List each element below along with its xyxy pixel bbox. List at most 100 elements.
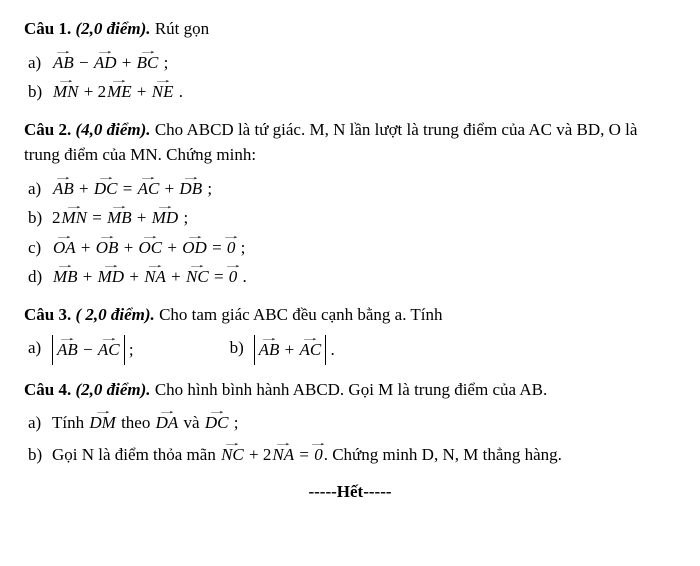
punct: ; xyxy=(159,53,168,72)
question-3-head: Câu 3. ( 2,0 điểm). Cho tam giác ABC đều… xyxy=(24,302,676,328)
text: Gọi N là điểm thỏa mãn xyxy=(52,445,220,464)
question-1-head: Câu 1. (2,0 điểm). Rút gọn xyxy=(24,16,676,42)
q4-items: a) Tính DM theo DA và DC ; b) Gọi N là đ… xyxy=(24,410,676,467)
item-letter: c) xyxy=(28,235,41,261)
vector: AD xyxy=(93,50,118,76)
q3-item-b: b) AB + AC . xyxy=(254,335,335,365)
q3-label: Câu 3. xyxy=(24,305,71,324)
item-letter: b) xyxy=(28,79,42,105)
vector: AC xyxy=(298,337,322,363)
q2-item-b: b) 2MN = MB + MD ; xyxy=(52,205,676,231)
vector: OD xyxy=(181,235,208,261)
q1-items: a) AB − AD + BC ; b) MN + 2ME + NE . xyxy=(24,50,676,105)
item-letter: a) xyxy=(28,410,41,436)
vector: OB xyxy=(95,235,120,261)
q2-item-a: a) AB + DC = AC + DB ; xyxy=(52,176,676,202)
item-letter: a) xyxy=(28,335,41,361)
vector: AC xyxy=(97,337,121,363)
punct: ; xyxy=(125,340,134,359)
vector: MB xyxy=(52,264,79,290)
q4-item-a: a) Tính DM theo DA và DC ; xyxy=(52,410,676,436)
op-plus: + xyxy=(75,179,93,198)
item-letter: b) xyxy=(230,335,244,361)
text: Tính xyxy=(52,413,88,432)
punct: . xyxy=(326,340,335,359)
question-2-head: Câu 2. (4,0 điểm). Cho ABCD là tứ giác. … xyxy=(24,117,676,168)
op-plus: + xyxy=(133,208,151,227)
vector: MB xyxy=(106,205,133,231)
vector: BC xyxy=(136,50,160,76)
vector: NC xyxy=(220,442,245,468)
vector: AC xyxy=(137,176,161,202)
q2-items: a) AB + DC = AC + DB ; b) 2MN = MB + MD … xyxy=(24,176,676,290)
punct: ; xyxy=(179,208,188,227)
op-minus: − xyxy=(75,53,93,72)
question-4-head: Câu 4. (2,0 điểm). Cho hình bình hành AB… xyxy=(24,377,676,403)
vector: MD xyxy=(151,205,179,231)
op-plus: + xyxy=(167,267,185,286)
op-plus: + xyxy=(133,82,151,101)
op-plus: + xyxy=(79,267,97,286)
op-plus: + xyxy=(118,53,136,72)
q3-items: a) AB − AC ; b) AB + AC . xyxy=(24,335,676,365)
q1-points: (2,0 điểm). xyxy=(71,19,150,38)
vector: AB xyxy=(258,337,281,363)
vector: AB xyxy=(52,50,75,76)
q1-item-b: b) MN + 2ME + NE . xyxy=(52,79,676,105)
zero-vector: 0 xyxy=(228,264,239,290)
op-plus: + xyxy=(77,238,95,257)
vector: AB xyxy=(56,337,79,363)
q1-label: Câu 1. xyxy=(24,19,71,38)
punct: . xyxy=(174,82,183,101)
op-plus: + xyxy=(125,267,143,286)
text: . Chứng minh D, N, M thẳng hàng. xyxy=(324,445,562,464)
vector: DB xyxy=(178,176,203,202)
punct: ; xyxy=(229,413,238,432)
vector: DC xyxy=(93,176,119,202)
punct: ; xyxy=(203,179,212,198)
vector: MN xyxy=(61,205,89,231)
op-eq: = xyxy=(88,208,106,227)
vector: DA xyxy=(155,410,180,436)
vector: MD xyxy=(97,264,125,290)
magnitude: AB + AC xyxy=(254,335,327,365)
q2-label: Câu 2. xyxy=(24,120,71,139)
vector: ME xyxy=(106,79,133,105)
q2-item-c: c) OA + OB + OC + OD = 0 ; xyxy=(52,235,676,261)
op: + 2 xyxy=(80,82,107,101)
q2-points: (4,0 điểm). xyxy=(71,120,150,139)
vector: NC xyxy=(185,264,210,290)
op-plus: + xyxy=(163,238,181,257)
item-letter: b) xyxy=(28,442,42,468)
q1-title: Rút gọn xyxy=(151,19,210,38)
op-minus: − xyxy=(79,340,97,359)
q3-title: Cho tam giác ABC đều cạnh bằng a. Tính xyxy=(155,305,443,324)
op-plus: + xyxy=(160,179,178,198)
text: theo xyxy=(117,413,155,432)
q4-label: Câu 4. xyxy=(24,380,71,399)
item-letter: a) xyxy=(28,50,41,76)
zero-vector: 0 xyxy=(226,235,237,261)
op-plus: + xyxy=(119,238,137,257)
vector: NA xyxy=(271,442,295,468)
text: và xyxy=(179,413,204,432)
op: + 2 xyxy=(245,445,272,464)
vector: NE xyxy=(151,79,175,105)
q4-title: Cho hình bình hành ABCD. Gọi M là trung … xyxy=(151,380,548,399)
op-plus: + xyxy=(280,340,298,359)
q3-item-a: a) AB − AC ; xyxy=(52,335,134,365)
vector: OA xyxy=(52,235,77,261)
end-marker: -----Hết----- xyxy=(24,479,676,505)
item-letter: a) xyxy=(28,176,41,202)
vector: DM xyxy=(88,410,116,436)
zero-vector: 0 xyxy=(313,442,324,468)
q4-item-b: b) Gọi N là điểm thỏa mãn NC + 2NA = 0. … xyxy=(52,442,676,468)
q2-item-d: d) MB + MD + NA + NC = 0 . xyxy=(52,264,676,290)
op-eq: = xyxy=(119,179,137,198)
vector: OC xyxy=(138,235,164,261)
magnitude: AB − AC xyxy=(52,335,125,365)
item-letter: d) xyxy=(28,264,42,290)
q4-points: (2,0 điểm). xyxy=(71,380,150,399)
vector: AB xyxy=(52,176,75,202)
q3-points: ( 2,0 điểm). xyxy=(71,305,155,324)
